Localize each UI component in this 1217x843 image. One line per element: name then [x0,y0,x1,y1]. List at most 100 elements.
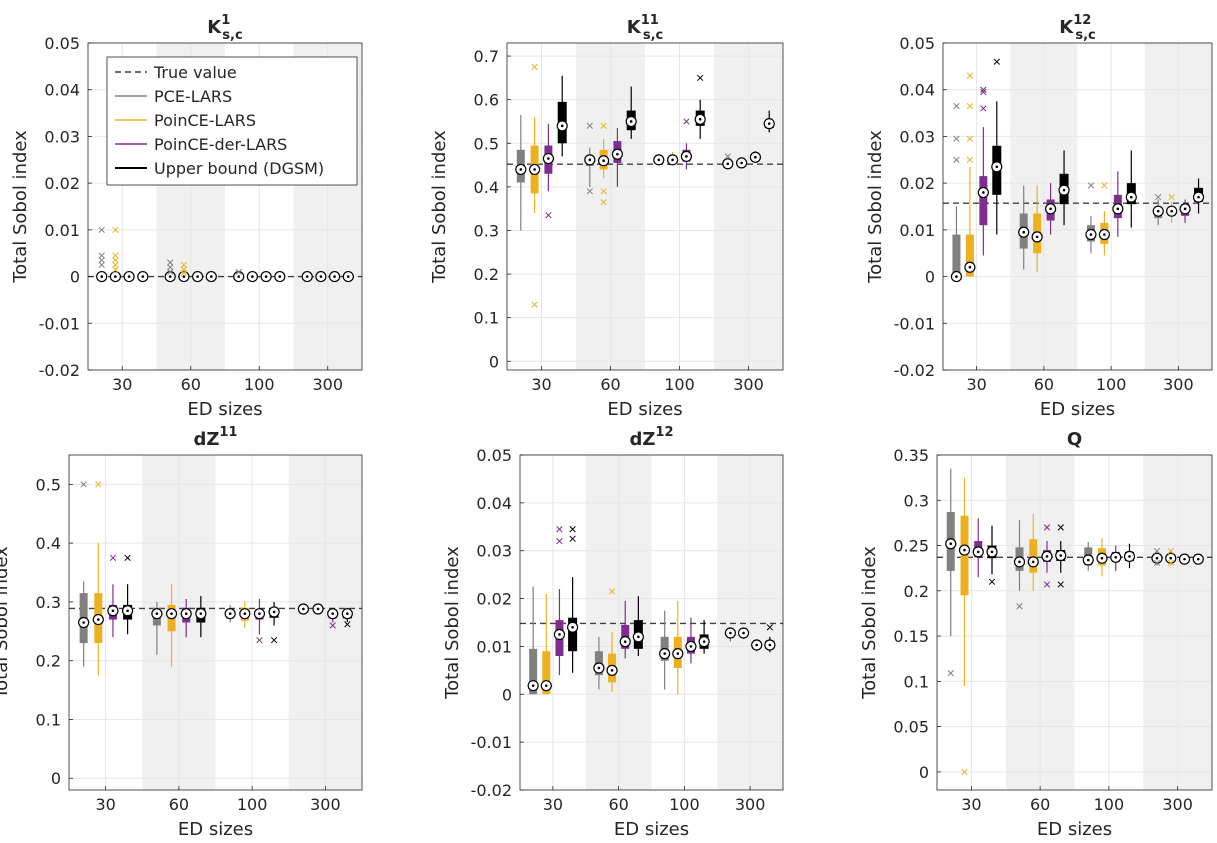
box-poince-lars-30 [964,72,976,277]
x-tick-label: 60 [181,375,201,394]
outlier-marker [586,122,593,129]
y-axis-label: Total Sobol index [0,546,12,700]
box-body [568,617,578,652]
x-tick-label: 30 [966,375,986,394]
outlier-marker [95,481,102,488]
box-poince-der-lars-60 [1044,183,1057,235]
y-tick-label: 0 [919,763,929,782]
x-tick-label: 60 [1030,795,1050,814]
subplot-title: K11 s,c [627,13,663,43]
median-dot [1156,209,1160,213]
box-pce-lars-30 [78,481,90,667]
median-dot [319,275,323,278]
box-upper-bound-dgsm--60 [205,270,217,283]
box-pce-lars-100 [224,604,236,623]
box-upper-bound-dgsm--30 [986,525,998,585]
median-dot [560,124,564,128]
box-pce-lars-100 [653,154,665,166]
box-poince-lars-30 [958,477,971,776]
y-tick-label: 0.02 [476,590,512,609]
median-dot [616,152,619,156]
median-dot [968,265,972,269]
outlier-marker [344,621,351,628]
outlier-marker [600,188,607,195]
box-poince-der-lars-30 [553,526,566,676]
median-dot [1114,556,1118,559]
outlier-marker [98,226,105,234]
box-pce-lars-60 [1013,520,1026,610]
median-dot [637,635,640,639]
outlier-marker [556,537,563,545]
y-tick-label: 0 [51,769,61,788]
box-upper-bound-dgsm--300 [1192,553,1204,565]
x-tick-label: 60 [1034,375,1054,394]
outlier-marker [112,261,119,269]
y-tick-label: 0.03 [44,127,80,146]
outlier-marker [988,578,996,585]
title-sup: 12 [655,425,673,440]
y-tick-label: 0.5 [36,475,61,494]
y-tick-label: 0.15 [893,627,929,646]
y-tick-label: 0 [925,268,935,287]
median-dot [1049,207,1052,211]
box-poince-lars-60 [606,588,618,692]
box-poince-der-lars-300 [749,151,762,163]
title-sup: 12 [1073,13,1091,28]
box-poince-lars-100 [239,601,251,629]
median-dot [740,161,743,165]
median-dot [1062,188,1066,192]
x-tick-label: 300 [735,795,766,814]
box-poince-der-lars-100 [685,617,697,664]
box-upper-bound-dgsm--60 [632,596,644,656]
box-poince-der-lars-60 [1041,524,1053,588]
box-upper-bound-dgsm--300 [342,270,354,283]
outlier-marker [569,526,576,533]
median-dot [729,631,732,635]
legend-label: True value [153,63,237,82]
box-poince-der-lars-30 [972,518,984,578]
box-upper-bound-dgsm--60 [625,86,637,139]
outlier-marker [556,526,563,533]
box-pce-lars-300 [722,153,734,170]
outlier-marker [531,63,538,71]
x-tick-label: 300 [1163,375,1194,394]
y-tick-label: 0.6 [474,91,499,110]
median-dot [571,625,574,629]
median-dot [531,684,535,687]
y-axis-label: Total Sobol index [429,130,450,284]
median-dot [588,158,592,162]
outlier-marker [167,268,174,276]
outlier-marker [569,535,576,542]
box-poince-lars-300 [1166,194,1178,223]
median-dot [228,612,232,615]
median-dot [990,550,994,554]
box-poince-der-lars-60 [619,600,631,659]
title-sub: s,c [1075,28,1095,43]
median-dot [168,275,172,278]
y-tick-label: 0.05 [899,34,935,53]
box-upper-bound-dgsm--30 [566,526,579,673]
x-axis-label: ED sizes [614,819,689,840]
y-tick-label: -0.01 [894,314,935,333]
box-poince-lars-100 [672,600,684,695]
median-dot [755,643,758,647]
median-dot [264,275,268,278]
x-tick-label: 300 [1162,795,1193,814]
y-tick-label: -0.02 [39,361,80,380]
outlier-marker [1101,182,1108,189]
outlier-marker [980,86,987,93]
box-pce-lars-300 [724,627,737,642]
outlier-marker [966,72,974,79]
title-base: K [627,17,642,38]
outlier-marker [98,261,105,269]
box-upper-bound-dgsm--100 [1123,543,1136,569]
x-axis-label: ED sizes [1040,399,1115,420]
box-poince-lars-30 [540,593,552,695]
median-dot [251,275,254,278]
x-tick-label: 30 [95,795,115,814]
median-dot [196,275,199,278]
median-dot [1045,555,1049,558]
outlier-marker [1168,194,1175,201]
median-dot [1196,557,1200,561]
y-tick-label: -0.01 [39,314,80,333]
